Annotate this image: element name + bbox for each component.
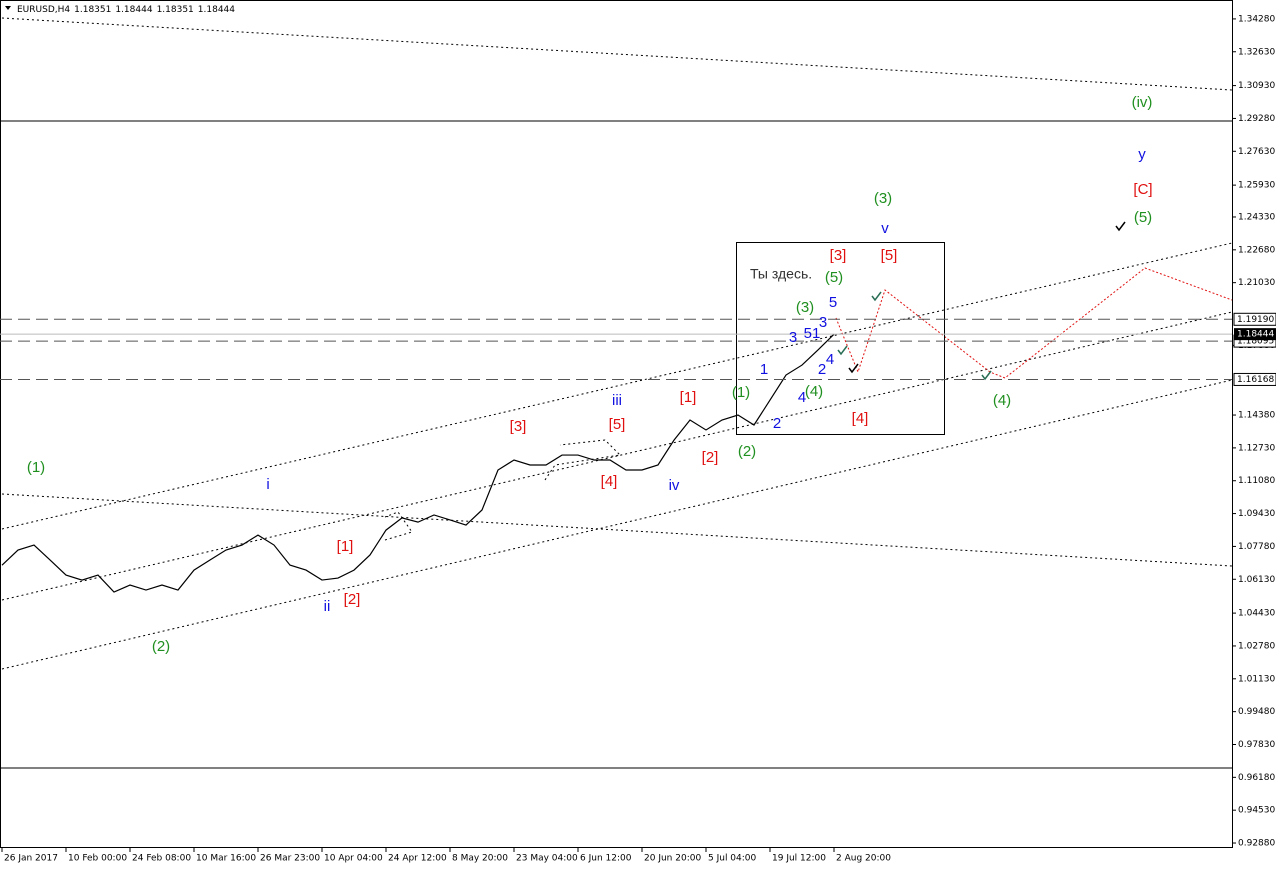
checkmarks [837,221,1126,381]
wave-label: i [266,476,269,493]
x-tick-label: 10 Apr 04:00 [324,854,383,864]
wave-label: 4 [798,389,806,406]
trend-lines [1,17,1233,670]
x-tick-label: 26 Mar 23:00 [260,854,320,864]
ohlc: 1.18351 [74,5,111,15]
y-tick-label: 1.12730 [1238,443,1275,453]
level-label: 1.16168 [1237,375,1274,385]
y-tick-label: 1.30930 [1238,81,1275,91]
wave-label: [5] [609,416,626,433]
wave-label: (iv) [1132,94,1153,111]
wave-label: 1 [760,361,768,378]
ohlc: 1.18444 [198,5,235,15]
price-line [1,333,835,593]
x-tick-label: 20 Jun 20:00 [644,854,701,864]
ohlc: 1.18351 [157,5,194,15]
y-tick-label: 0.96180 [1238,773,1275,783]
x-tick-label: 26 Jan 2017 [4,854,58,864]
wave-label: (5) [1134,209,1152,226]
x-tick-label: 5 Jul 04:00 [708,854,757,864]
y-tick-label: 1.22680 [1238,245,1275,255]
x-tick-label: 24 Apr 12:00 [388,854,447,864]
x-tick-label: 10 Mar 16:00 [196,854,256,864]
wave-label: iv [669,477,680,494]
wave-label: [5] [881,247,898,264]
wave-label: (1) [27,459,45,476]
y-tick-label: 1.01130 [1238,674,1275,684]
current-price-label: 1.18444 [1237,330,1274,340]
wave-label: [3] [510,418,527,435]
menu-icon [5,6,11,10]
y-tick-label: 1.27630 [1238,147,1275,157]
level-label: 1.18095 [1237,337,1274,347]
y-tick-label: 1.34280 [1238,14,1275,24]
wave-label: [2] [702,449,719,466]
wave-label: ii [324,598,331,615]
wave-label: (4) [993,392,1011,409]
symbol: EURUSD,H4 [17,5,70,15]
wave-label: 3 [819,314,827,331]
wave-label: 4 [826,351,834,368]
wave-label: (4) [805,383,823,400]
y-tick-label: 1.29280 [1238,114,1275,124]
ohlc: 1.18444 [115,5,152,15]
level-label-box [1233,372,1276,386]
wave-label: (3) [796,299,814,316]
y-tick-label: 1.07780 [1238,542,1275,552]
wave-label: 5 [829,294,837,311]
y-tick-label: 1.04430 [1238,609,1275,619]
wave-label: v [881,220,889,237]
x-tick-label: 6 Jun 12:00 [580,854,632,864]
y-tick-label: 1.21030 [1238,278,1275,288]
level-label: 1.19190 [1237,315,1274,325]
wave-label: (2) [152,638,170,655]
wave-label: [1] [680,389,697,406]
x-tick-label: 23 May 04:00 [516,854,578,864]
y-tick-label: 1.25930 [1238,181,1275,191]
y-tick-label: 1.06130 [1238,575,1275,585]
y-tick-label: 1.32630 [1238,47,1275,57]
y-tick-label: 1.24330 [1238,212,1275,222]
wave-label: [2] [344,591,361,608]
wave-label: (2) [738,443,756,460]
y-tick-label: 1.02780 [1238,641,1275,651]
wave-label: (1) [732,384,750,401]
y-tick-label: 1.14380 [1238,411,1275,421]
wave-label: 51 [804,325,821,342]
y-tick-label: 1.11080 [1238,476,1275,486]
y-tick-label: 0.94530 [1238,806,1275,816]
wave-label: 3 [789,329,797,346]
y-tick-label: 1.09430 [1238,509,1275,519]
x-tick-label: 8 May 20:00 [452,854,508,864]
note: Ты здесь. [750,266,812,282]
wave-label: [4] [852,410,869,427]
wave-label: (3) [874,190,892,207]
current-price-box [1234,328,1276,341]
focus-box [736,242,945,435]
x-tick-label: 19 Jul 12:00 [772,854,826,864]
wave-label: 2 [818,361,826,378]
wave-label: [4] [601,473,618,490]
header: EURUSD,H4 1.18351 1.18444 1.18351 1.18444 [17,5,235,15]
y-tick-label: 0.92880 [1238,839,1275,849]
level-label-box [1233,312,1276,326]
y-tick-label: 0.99480 [1238,707,1275,717]
wave-label: [3] [830,247,847,264]
wave-label: iii [612,392,622,409]
x-tick-label: 2 Aug 20:00 [836,854,891,864]
x-tick-label: 24 Feb 08:00 [132,854,191,864]
plot-frame [0,0,1233,848]
wave-label: [1] [337,538,354,555]
y-tick-label: 0.97830 [1238,740,1275,750]
x-tick-label: 10 Feb 00:00 [68,854,127,864]
forecast-path [835,267,1233,379]
wave-label: 2 [773,415,781,432]
wave-label: (5) [825,269,843,286]
wave-label: [C] [1133,181,1152,198]
wave-label: y [1138,146,1146,163]
